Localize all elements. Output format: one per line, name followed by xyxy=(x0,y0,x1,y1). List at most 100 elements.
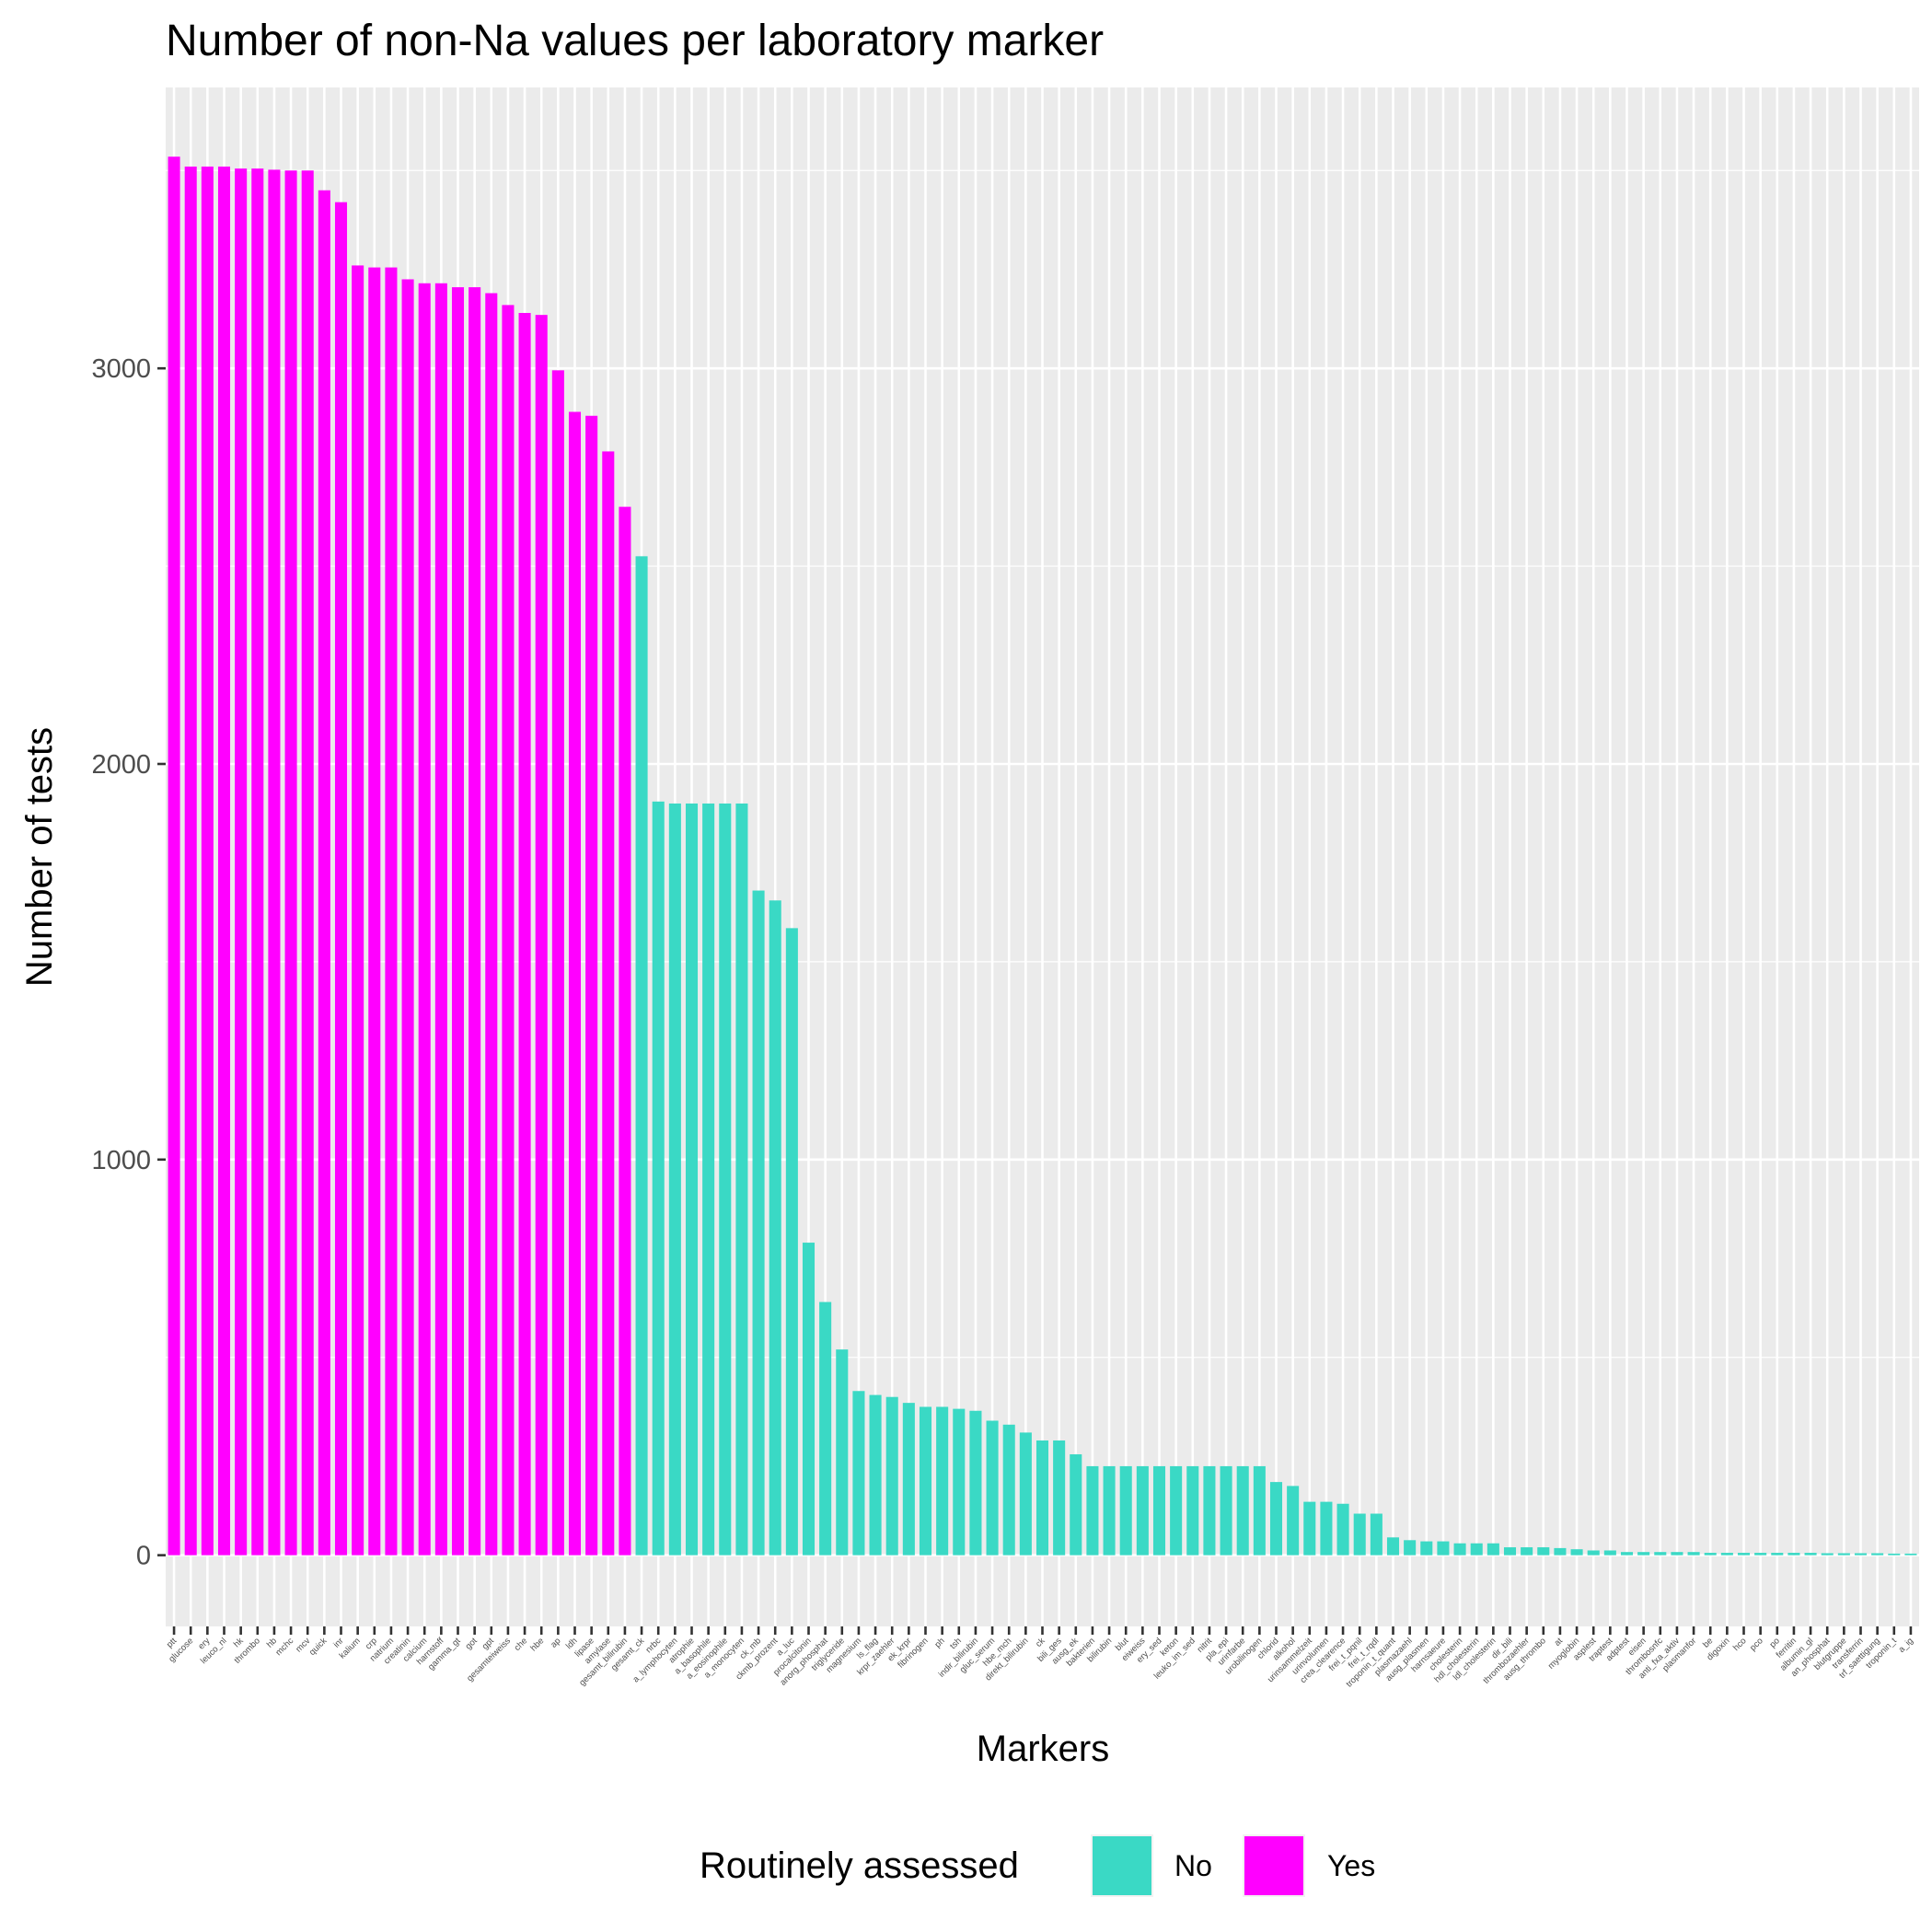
bar-blutgruppe xyxy=(1837,1553,1850,1556)
bar-blut xyxy=(1119,1465,1132,1556)
x-tick-label: pco xyxy=(1748,1636,1765,1653)
bar-triglyceride xyxy=(836,1349,849,1556)
bar-urinsammelzeit xyxy=(1303,1501,1316,1556)
bar-got xyxy=(469,287,481,1556)
bar-magnesium xyxy=(852,1391,865,1556)
bar-glucose xyxy=(184,166,197,1556)
bar-hbe xyxy=(535,315,548,1556)
bar-a_ig xyxy=(1904,1553,1917,1556)
bar-hco xyxy=(1737,1553,1751,1556)
bar-hk xyxy=(235,168,248,1556)
bar-ausg_ek xyxy=(1070,1454,1082,1556)
bar-eiweiss xyxy=(1136,1465,1149,1556)
bar-keton xyxy=(1170,1465,1183,1556)
y-tick-label: 0 xyxy=(136,1542,151,1571)
x-tick-label: ph xyxy=(933,1636,947,1649)
legend-label-yes: Yes xyxy=(1327,1849,1375,1882)
bar-ery_sed xyxy=(1152,1465,1166,1556)
x-tick-label: hco xyxy=(1731,1636,1749,1653)
bar-alkohol xyxy=(1287,1486,1300,1556)
legend-key-yes xyxy=(1244,1836,1303,1895)
x-tick-label: got xyxy=(464,1636,480,1651)
bar-gpt xyxy=(485,293,498,1556)
bar-ck_mb xyxy=(752,890,765,1556)
bar-fibrinogen xyxy=(919,1406,932,1556)
bar-indir_bilirubin xyxy=(969,1410,982,1556)
bar-gesamt_ck xyxy=(635,556,648,1556)
bar-a_monocyten xyxy=(735,803,748,1556)
bar-thrombosnfc xyxy=(1654,1552,1667,1556)
bar-albumin_gl xyxy=(1804,1553,1817,1556)
bar-a_basophile xyxy=(702,803,715,1556)
bar-troponin_t xyxy=(1888,1553,1901,1556)
bar-adptest xyxy=(1620,1552,1634,1556)
bar-krpr_zaehler xyxy=(885,1396,898,1556)
bar-traptest xyxy=(1603,1550,1616,1556)
bar-gesamt_bilirubin xyxy=(619,506,631,1556)
bar-trf_saettigung xyxy=(1871,1553,1884,1556)
bar-eisen xyxy=(1637,1552,1650,1556)
bar-urobilinogen xyxy=(1253,1465,1266,1556)
x-tick-label: hbe xyxy=(528,1636,546,1653)
bar-ek_krpr xyxy=(902,1403,915,1556)
bar-hbe_mch xyxy=(1002,1424,1015,1556)
bar-urinfarbe xyxy=(1236,1465,1249,1556)
bar-procalcitonin xyxy=(802,1243,816,1556)
bar-gluc_serum xyxy=(986,1420,999,1556)
bar-crp xyxy=(368,267,381,1556)
bar-be xyxy=(1704,1553,1717,1556)
bar-atrophie xyxy=(685,803,699,1556)
bar-troponin_t_quant xyxy=(1386,1537,1400,1556)
bar-ausg_thrombo xyxy=(1537,1547,1550,1556)
bar-ptt xyxy=(168,156,180,1556)
bar-frei_t_pqnil xyxy=(1353,1513,1366,1556)
x-tick-label: quick xyxy=(307,1636,330,1658)
bar-thrombozaehler xyxy=(1521,1547,1533,1556)
bar-ldl_cholesterin xyxy=(1487,1543,1499,1556)
bar-calcium xyxy=(418,283,431,1556)
bar-urinvolumen xyxy=(1320,1501,1333,1556)
bar-po xyxy=(1771,1553,1784,1556)
bar-nitrit xyxy=(1203,1465,1216,1556)
bar-anorg_phosphat xyxy=(819,1301,832,1556)
bar-inr xyxy=(334,202,348,1556)
legend-title: Routinely assessed xyxy=(700,1845,1019,1886)
bar-mcv xyxy=(301,170,314,1556)
bar-thrombo xyxy=(251,168,264,1556)
bar-hdl_cholesterin xyxy=(1470,1543,1483,1556)
bar-myoglobin xyxy=(1570,1549,1583,1556)
bar-dir_bili xyxy=(1503,1547,1517,1556)
chart-title: Number of non-Na values per laboratory m… xyxy=(166,17,1104,65)
bar-ery xyxy=(201,166,214,1556)
bar-asplest xyxy=(1587,1550,1600,1556)
bars xyxy=(168,156,1917,1556)
x-tick-label: a_ig xyxy=(1897,1636,1915,1654)
bar-pco xyxy=(1754,1553,1767,1556)
bar-mchc xyxy=(284,170,297,1556)
bar-leuko_im_sed xyxy=(1186,1465,1199,1556)
bar-chlorid xyxy=(1269,1482,1283,1556)
bar-a_eosinophile xyxy=(719,803,732,1556)
x-tick-label: mchc xyxy=(273,1636,295,1658)
bar-ausg_plasmen xyxy=(1420,1541,1433,1556)
bar-tsh xyxy=(953,1408,966,1556)
bar-creatinin xyxy=(401,279,414,1556)
bar-ap xyxy=(551,370,564,1556)
bar-kalium xyxy=(352,265,364,1556)
bar-ck xyxy=(1035,1440,1049,1556)
bar-bili_ges xyxy=(1053,1440,1066,1556)
bar-lipase xyxy=(585,415,598,1556)
bar-ph xyxy=(936,1406,949,1556)
bar-harnsaeure xyxy=(1437,1541,1450,1556)
bar-amylase xyxy=(602,451,615,1556)
bar-crea_clearence xyxy=(1336,1503,1349,1556)
legend: Routinely assessed No Yes xyxy=(700,1834,1375,1897)
bar-digoxin xyxy=(1720,1553,1733,1556)
bar-ckmb_prozent xyxy=(769,900,781,1556)
x-tick-label: ap xyxy=(549,1636,562,1649)
bar-che xyxy=(518,312,531,1556)
bar-hb xyxy=(268,169,281,1556)
bar-plasmanfor xyxy=(1687,1552,1700,1556)
